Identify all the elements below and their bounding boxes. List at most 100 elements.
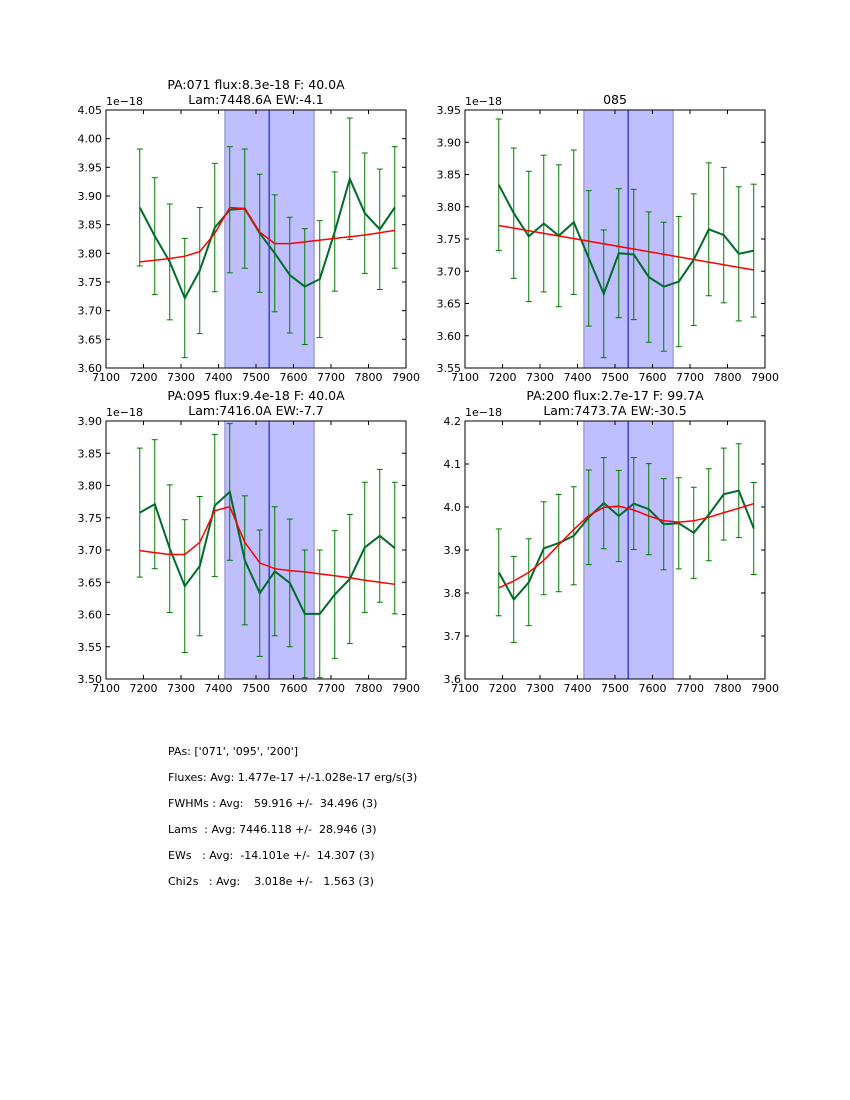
panel-title: 085 <box>603 92 627 107</box>
x-tick-label: 7200 <box>489 682 517 695</box>
x-tick-label: 7100 <box>92 371 120 384</box>
y-tick-label: 3.90 <box>78 415 103 428</box>
y-tick-label: 3.65 <box>437 298 462 311</box>
y-tick-label: 3.75 <box>78 276 103 289</box>
x-tick-label: 7300 <box>167 682 195 695</box>
stats-fluxes: Fluxes: Avg: 1.477e-17 +/-1.028e-17 erg/… <box>168 771 418 784</box>
x-tick-label: 7600 <box>639 371 667 384</box>
x-tick-label: 7800 <box>714 682 742 695</box>
y-tick-label: 3.60 <box>78 362 103 375</box>
y-tick-label: 4.0 <box>444 501 462 514</box>
x-tick-label: 7300 <box>167 371 195 384</box>
y-tick-label: 3.55 <box>78 641 103 654</box>
y-tick-label: 3.65 <box>78 576 103 589</box>
x-tick-label: 7100 <box>92 682 120 695</box>
panel-3: 7100 7200 7300 7400 7500 7600 7700 7800 7900 3.50… <box>78 388 421 695</box>
y-tick-label: 4.05 <box>78 104 103 117</box>
y-tick-label: 3.50 <box>78 673 103 686</box>
y-tick-label: 3.85 <box>78 219 103 232</box>
y-tick-label: 3.60 <box>78 609 103 622</box>
x-tick-label: 7500 <box>601 682 629 695</box>
y-tick-label: 3.70 <box>437 265 462 278</box>
x-tick-label: 7400 <box>564 371 592 384</box>
y-tick-label: 3.90 <box>437 136 462 149</box>
x-tick-label: 7200 <box>130 371 158 384</box>
stats-ews: EWs : Avg: -14.101e +/- 14.307 (3) <box>168 849 375 862</box>
panel-1: 7100 7200 7300 7400 7500 7600 7700 7800 7900 3.60… <box>78 77 421 384</box>
errorbar <box>495 118 502 252</box>
y-offset-label: 1e−18 <box>465 95 502 108</box>
y-tick-label: 3.95 <box>78 161 103 174</box>
series-data <box>138 175 396 301</box>
x-tick-label: 7400 <box>205 682 233 695</box>
x-tick-label: 7800 <box>714 371 742 384</box>
series-fit <box>498 502 755 589</box>
y-tick-label: 4.2 <box>444 415 462 428</box>
y-tick-label: 3.55 <box>437 362 462 375</box>
x-tick-label: 7200 <box>130 682 158 695</box>
x-tick-label: 7900 <box>751 371 779 384</box>
x-tick-label: 7700 <box>676 371 704 384</box>
y-tick-label: 3.70 <box>78 305 103 318</box>
errorbar <box>136 447 143 578</box>
y-tick-label: 3.7 <box>444 630 462 643</box>
errorbar <box>136 148 143 267</box>
y-tick-label: 3.65 <box>78 333 103 346</box>
stats-fwhms: FWHMs : Avg: 59.916 +/- 34.496 (3) <box>168 797 378 810</box>
stats-lams: Lams : Avg: 7446.118 +/- 28.946 (3) <box>168 823 377 836</box>
y-tick-label: 3.75 <box>437 233 462 246</box>
x-tick-label: 7800 <box>355 371 383 384</box>
x-tick-label: 7700 <box>317 682 345 695</box>
panel-2: 7100 7200 7300 7400 7500 7600 7700 7800 7900 3.55… <box>437 92 780 384</box>
x-tick-label: 7500 <box>242 682 270 695</box>
panel-4: 7100 7200 7300 7400 7500 7600 7700 7800 7900 3.6 3… <box>444 388 780 695</box>
x-tick-label: 7500 <box>601 371 629 384</box>
y-tick-label: 3.85 <box>78 447 103 460</box>
x-tick-label: 7700 <box>676 682 704 695</box>
x-tick-label: 7300 <box>526 371 554 384</box>
panel-title: Lam:7416.0A EW:-7.7 <box>188 403 323 418</box>
panel-title: Lam:7473.7A EW:-30.5 <box>543 403 686 418</box>
y-tick-label: 4.00 <box>78 133 103 146</box>
panel-title: PA:200 flux:2.7e-17 F: 99.7A <box>526 388 704 403</box>
series-fit <box>139 206 395 263</box>
x-tick-label: 7300 <box>526 682 554 695</box>
y-tick-label: 3.90 <box>78 190 103 203</box>
x-tick-label: 7600 <box>280 682 308 695</box>
series-fit <box>498 224 754 271</box>
y-tick-label: 4.1 <box>444 458 462 471</box>
y-offset-label: 1e−18 <box>465 406 502 419</box>
y-tick-label: 3.80 <box>78 480 103 493</box>
x-tick-label: 7700 <box>317 371 345 384</box>
stats-summary: PAs: ['071', '095', '200'] Fluxes: Avg: … <box>168 745 417 901</box>
y-tick-label: 3.75 <box>78 512 103 525</box>
x-tick-label: 7500 <box>242 371 270 384</box>
panel-title: Lam:7448.6A EW:-4.1 <box>188 92 323 107</box>
x-tick-label: 7400 <box>205 371 233 384</box>
x-tick-label: 7900 <box>751 682 779 695</box>
y-tick-label: 3.9 <box>444 544 462 557</box>
x-tick-label: 7900 <box>392 682 420 695</box>
y-offset-label: 1e−18 <box>106 95 143 108</box>
series-data <box>497 184 755 297</box>
y-tick-label: 3.85 <box>437 169 462 182</box>
errorbar <box>495 528 502 617</box>
y-offset-label: 1e−18 <box>106 406 143 419</box>
y-tick-label: 3.95 <box>437 104 462 117</box>
x-tick-label: 7800 <box>355 682 383 695</box>
x-tick-label: 7100 <box>451 682 479 695</box>
x-tick-label: 7600 <box>280 371 308 384</box>
x-tick-label: 7400 <box>564 682 592 695</box>
series-data <box>139 489 396 615</box>
y-tick-label: 3.60 <box>437 330 462 343</box>
x-tick-label: 7900 <box>392 371 420 384</box>
panel-title: PA:071 flux:8.3e-18 F: 40.0A <box>167 77 345 92</box>
stats-chi2s: Chi2s : Avg: 3.018e +/- 1.563 (3) <box>168 875 374 888</box>
x-tick-label: 7600 <box>639 682 667 695</box>
series-fit <box>139 505 395 585</box>
stats-pas: PAs: ['071', '095', '200'] <box>168 745 299 758</box>
x-tick-label: 7200 <box>489 371 517 384</box>
y-tick-label: 3.80 <box>78 247 103 260</box>
series-data <box>497 489 755 602</box>
